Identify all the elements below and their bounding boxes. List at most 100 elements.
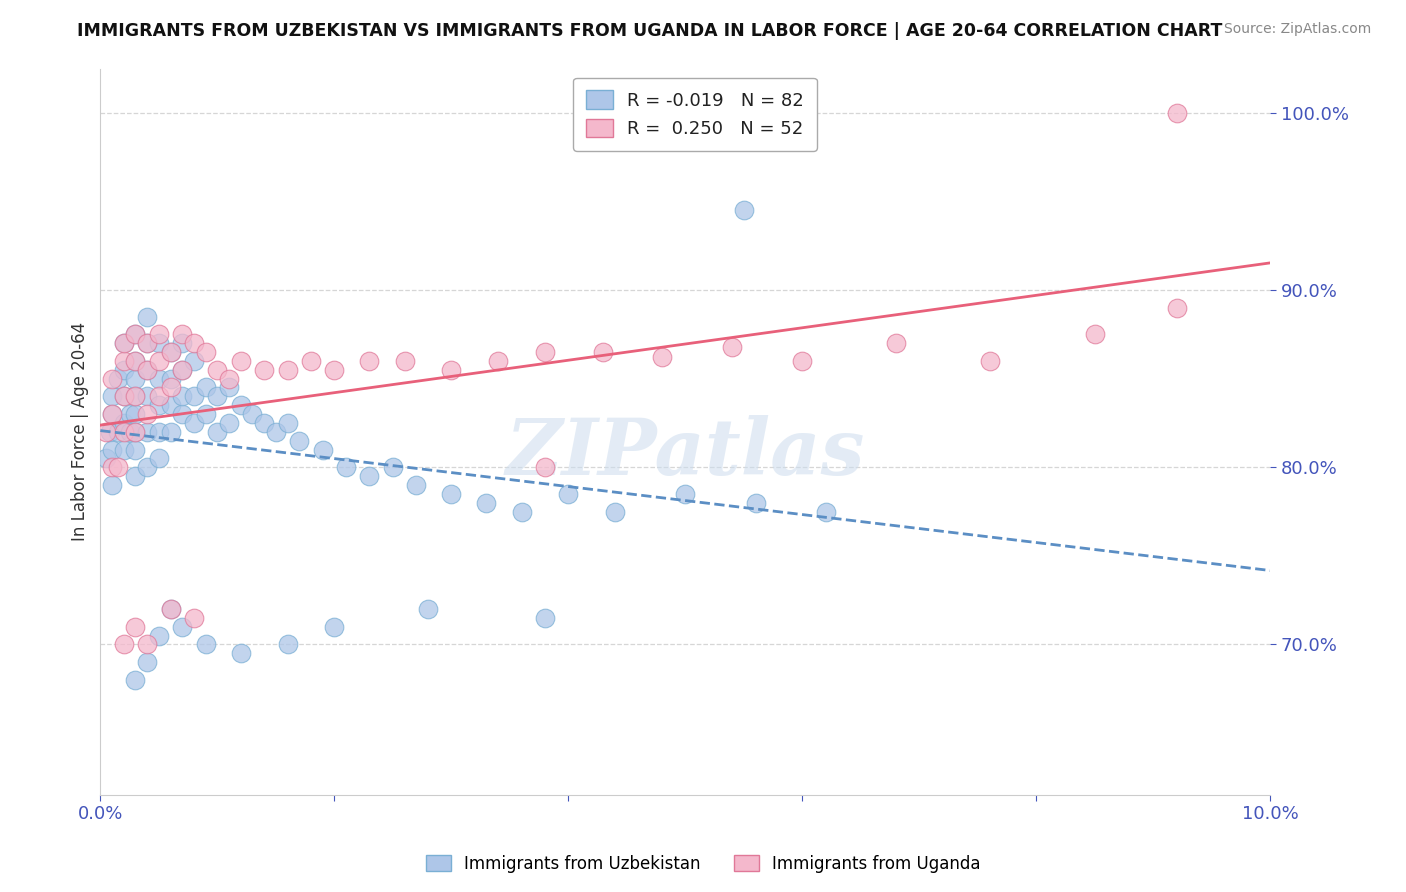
Point: [172, 363, 194, 377]
Point: [136, 407, 159, 421]
Point: [136, 363, 159, 377]
Point: [172, 407, 194, 421]
Point: [107, 371, 129, 385]
Point: [172, 389, 194, 403]
Point: [136, 336, 159, 351]
Point: [124, 327, 146, 342]
Point: [194, 637, 217, 651]
Point: [733, 203, 755, 218]
Point: [107, 425, 129, 439]
Point: [277, 363, 299, 377]
Point: [159, 602, 181, 616]
Point: [277, 416, 299, 430]
Point: [136, 460, 159, 475]
Point: [101, 442, 124, 457]
Point: [148, 327, 170, 342]
Point: [229, 398, 252, 412]
Point: [124, 407, 146, 421]
Point: [172, 336, 194, 351]
Point: [229, 646, 252, 660]
Point: [159, 380, 181, 394]
Text: ZIPatlas: ZIPatlas: [506, 416, 865, 491]
Point: [183, 611, 205, 625]
Point: [172, 363, 194, 377]
Point: [510, 504, 533, 518]
Point: [721, 340, 744, 354]
Point: [148, 336, 170, 351]
Point: [112, 416, 135, 430]
Point: [394, 354, 416, 368]
Point: [136, 389, 159, 403]
Point: [534, 460, 557, 475]
Point: [124, 620, 146, 634]
Point: [359, 354, 381, 368]
Point: [359, 469, 381, 483]
Point: [557, 487, 579, 501]
Point: [112, 425, 135, 439]
Point: [101, 407, 124, 421]
Point: [311, 442, 333, 457]
Point: [124, 354, 146, 368]
Point: [218, 380, 240, 394]
Point: [159, 602, 181, 616]
Point: [218, 416, 240, 430]
Point: [744, 496, 766, 510]
Point: [112, 363, 135, 377]
Point: [207, 363, 229, 377]
Point: [183, 389, 205, 403]
Point: [194, 345, 217, 359]
Point: [148, 354, 170, 368]
Point: [148, 629, 170, 643]
Text: Source: ZipAtlas.com: Source: ZipAtlas.com: [1223, 22, 1371, 37]
Point: [101, 389, 124, 403]
Point: [323, 363, 346, 377]
Point: [148, 425, 170, 439]
Point: [405, 478, 427, 492]
Point: [207, 389, 229, 403]
Point: [534, 611, 557, 625]
Point: [323, 620, 346, 634]
Point: [253, 416, 276, 430]
Point: [112, 389, 135, 403]
Point: [172, 327, 194, 342]
Point: [486, 354, 509, 368]
Point: [299, 354, 322, 368]
Point: [136, 363, 159, 377]
Point: [136, 336, 159, 351]
Point: [124, 389, 146, 403]
Point: [979, 354, 1001, 368]
Point: [534, 345, 557, 359]
Legend: R = -0.019   N = 82, R =  0.250   N = 52: R = -0.019 N = 82, R = 0.250 N = 52: [574, 78, 817, 151]
Point: [218, 371, 240, 385]
Point: [1166, 105, 1188, 120]
Point: [159, 425, 181, 439]
Text: IMMIGRANTS FROM UZBEKISTAN VS IMMIGRANTS FROM UGANDA IN LABOR FORCE | AGE 20-64 : IMMIGRANTS FROM UZBEKISTAN VS IMMIGRANTS…: [77, 22, 1223, 40]
Point: [101, 460, 124, 475]
Point: [1084, 327, 1107, 342]
Point: [148, 451, 170, 466]
Point: [124, 442, 146, 457]
Point: [335, 460, 357, 475]
Point: [124, 425, 146, 439]
Point: [288, 434, 311, 448]
Point: [159, 345, 181, 359]
Point: [96, 451, 118, 466]
Point: [112, 637, 135, 651]
Point: [264, 425, 287, 439]
Point: [440, 363, 463, 377]
Point: [253, 363, 276, 377]
Point: [98, 425, 121, 439]
Point: [592, 345, 614, 359]
Legend: Immigrants from Uzbekistan, Immigrants from Uganda: Immigrants from Uzbekistan, Immigrants f…: [419, 848, 987, 880]
Point: [416, 602, 439, 616]
Point: [183, 354, 205, 368]
Point: [112, 389, 135, 403]
Point: [124, 673, 146, 687]
Point: [475, 496, 498, 510]
Point: [1166, 301, 1188, 315]
Point: [124, 389, 146, 403]
Point: [159, 371, 181, 385]
Point: [148, 398, 170, 412]
Point: [96, 425, 118, 439]
Point: [148, 371, 170, 385]
